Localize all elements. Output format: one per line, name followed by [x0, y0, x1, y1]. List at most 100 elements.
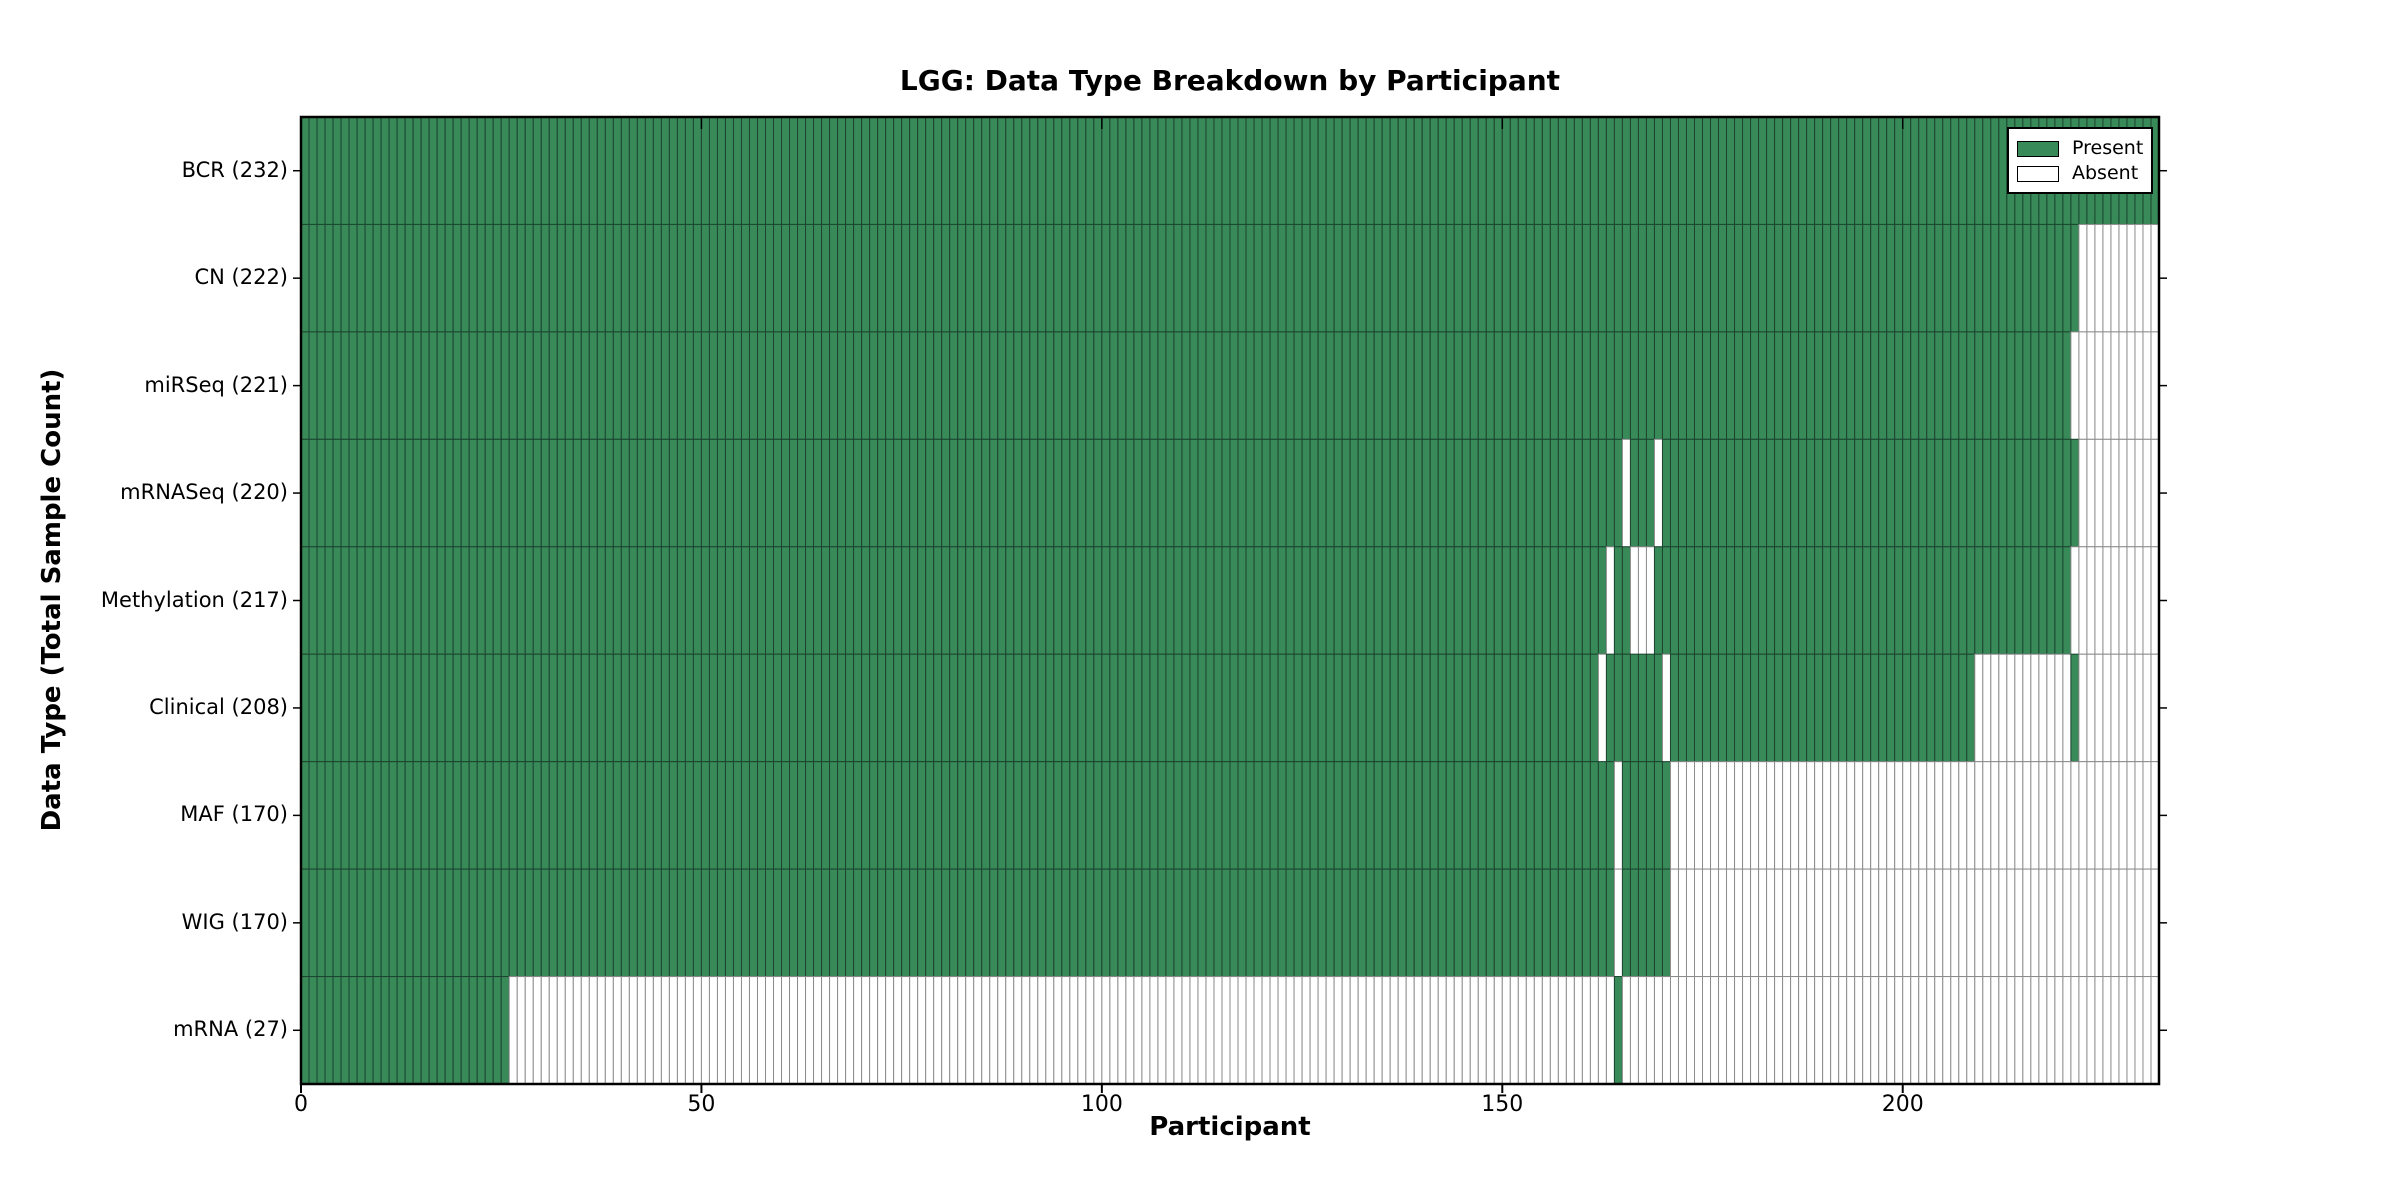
cell-CN-5 — [340, 223, 350, 333]
cell-Clinical-228 — [2126, 653, 2136, 763]
cell-CN-215 — [2022, 223, 2032, 333]
cell-mRNASeq-183 — [1766, 438, 1776, 548]
cell-miRSeq-201 — [1910, 331, 1920, 440]
cell-Clinical-211 — [1990, 653, 2000, 763]
cell-MAF-158 — [1565, 761, 1575, 870]
cell-Clinical-121 — [1269, 653, 1279, 763]
cell-Methylation-176 — [1710, 546, 1720, 655]
cell-mRNA-194 — [1854, 976, 1864, 1085]
cell-Clinical-190 — [1822, 653, 1832, 763]
cell-WIG-142 — [1437, 868, 1447, 978]
cell-mRNASeq-129 — [1333, 438, 1343, 548]
cell-miRSeq-47 — [676, 331, 686, 440]
cell-mRNA-57 — [756, 976, 766, 1085]
cell-MAF-110 — [1181, 761, 1191, 870]
cell-BCR-67 — [837, 116, 847, 225]
cell-mRNA-161 — [1589, 976, 1599, 1085]
cell-mRNASeq-196 — [1870, 438, 1880, 548]
cell-CN-34 — [572, 223, 582, 333]
cell-WIG-228 — [2126, 868, 2136, 978]
cell-miRSeq-14 — [412, 331, 422, 440]
cell-mRNA-64 — [813, 976, 823, 1085]
cell-WIG-124 — [1293, 868, 1303, 978]
cell-mRNASeq-12 — [396, 438, 406, 548]
cell-miRSeq-159 — [1573, 331, 1583, 440]
cell-WIG-42 — [636, 868, 646, 978]
cell-mRNA-185 — [1782, 976, 1792, 1085]
cell-CN-26 — [508, 223, 518, 333]
cell-BCR-166 — [1629, 116, 1639, 225]
cell-mRNA-3 — [324, 976, 334, 1085]
cell-mRNA-12 — [396, 976, 406, 1085]
cell-Clinical-20 — [460, 653, 470, 763]
cell-WIG-101 — [1109, 868, 1119, 978]
cell-MAF-115 — [1221, 761, 1231, 870]
cell-CN-39 — [612, 223, 622, 333]
cell-CN-40 — [620, 223, 630, 333]
cell-Clinical-182 — [1758, 653, 1768, 763]
cell-BCR-88 — [1005, 116, 1015, 225]
cell-mRNA-60 — [781, 976, 791, 1085]
cell-Methylation-200 — [1902, 546, 1912, 655]
cell-miRSeq-203 — [1926, 331, 1936, 440]
cell-MAF-49 — [692, 761, 702, 870]
cell-MAF-170 — [1661, 761, 1671, 870]
cell-mRNA-78 — [925, 976, 935, 1085]
cell-MAF-195 — [1862, 761, 1872, 870]
cell-BCR-44 — [652, 116, 662, 225]
cell-BCR-68 — [845, 116, 855, 225]
cell-Clinical-131 — [1349, 653, 1359, 763]
cell-mRNA-176 — [1710, 976, 1720, 1085]
cell-CN-6 — [348, 223, 358, 333]
cell-WIG-184 — [1774, 868, 1784, 978]
cell-CN-221 — [2070, 223, 2080, 333]
cell-mRNASeq-202 — [1918, 438, 1928, 548]
cell-Methylation-85 — [981, 546, 991, 655]
cell-CN-74 — [893, 223, 903, 333]
cell-mRNASeq-200 — [1902, 438, 1912, 548]
cell-mRNA-209 — [1974, 976, 1984, 1085]
cell-CN-49 — [692, 223, 702, 333]
legend-absent-swatch — [2017, 165, 2059, 182]
cell-mRNA-192 — [1838, 976, 1848, 1085]
cell-MAF-43 — [644, 761, 654, 870]
cell-Methylation-146 — [1469, 546, 1479, 655]
cell-CN-102 — [1117, 223, 1127, 333]
cell-WIG-131 — [1349, 868, 1359, 978]
cell-CN-142 — [1437, 223, 1447, 333]
cell-miRSeq-154 — [1533, 331, 1543, 440]
cell-miRSeq-134 — [1373, 331, 1383, 440]
cell-MAF-50 — [700, 761, 710, 870]
cell-BCR-188 — [1806, 116, 1816, 225]
cell-WIG-230 — [2142, 868, 2152, 978]
cell-BCR-96 — [1069, 116, 1079, 225]
cell-Methylation-206 — [1950, 546, 1960, 655]
cell-BCR-191 — [1830, 116, 1840, 225]
cell-mRNA-93 — [1045, 976, 1055, 1085]
cell-miRSeq-20 — [460, 331, 470, 440]
cell-MAF-74 — [893, 761, 903, 870]
cell-Methylation-160 — [1581, 546, 1591, 655]
cell-Methylation-44 — [652, 546, 662, 655]
cell-Clinical-124 — [1293, 653, 1303, 763]
cell-BCR-146 — [1469, 116, 1479, 225]
cell-CN-47 — [676, 223, 686, 333]
cell-miRSeq-167 — [1637, 331, 1647, 440]
cell-mRNASeq-115 — [1221, 438, 1231, 548]
cell-mRNA-108 — [1165, 976, 1175, 1085]
cell-BCR-163 — [1605, 116, 1615, 225]
cell-mRNASeq-176 — [1710, 438, 1720, 548]
cell-Clinical-60 — [781, 653, 791, 763]
cell-miRSeq-68 — [845, 331, 855, 440]
cell-Methylation-40 — [620, 546, 630, 655]
cell-miRSeq-190 — [1822, 331, 1832, 440]
cell-Methylation-182 — [1758, 546, 1768, 655]
cell-miRSeq-66 — [829, 331, 839, 440]
cell-Methylation-133 — [1365, 546, 1375, 655]
cell-mRNASeq-65 — [821, 438, 831, 548]
cell-Clinical-59 — [773, 653, 783, 763]
cell-mRNASeq-72 — [877, 438, 887, 548]
cell-Methylation-132 — [1357, 546, 1367, 655]
cell-Clinical-45 — [660, 653, 670, 763]
cell-MAF-106 — [1149, 761, 1159, 870]
